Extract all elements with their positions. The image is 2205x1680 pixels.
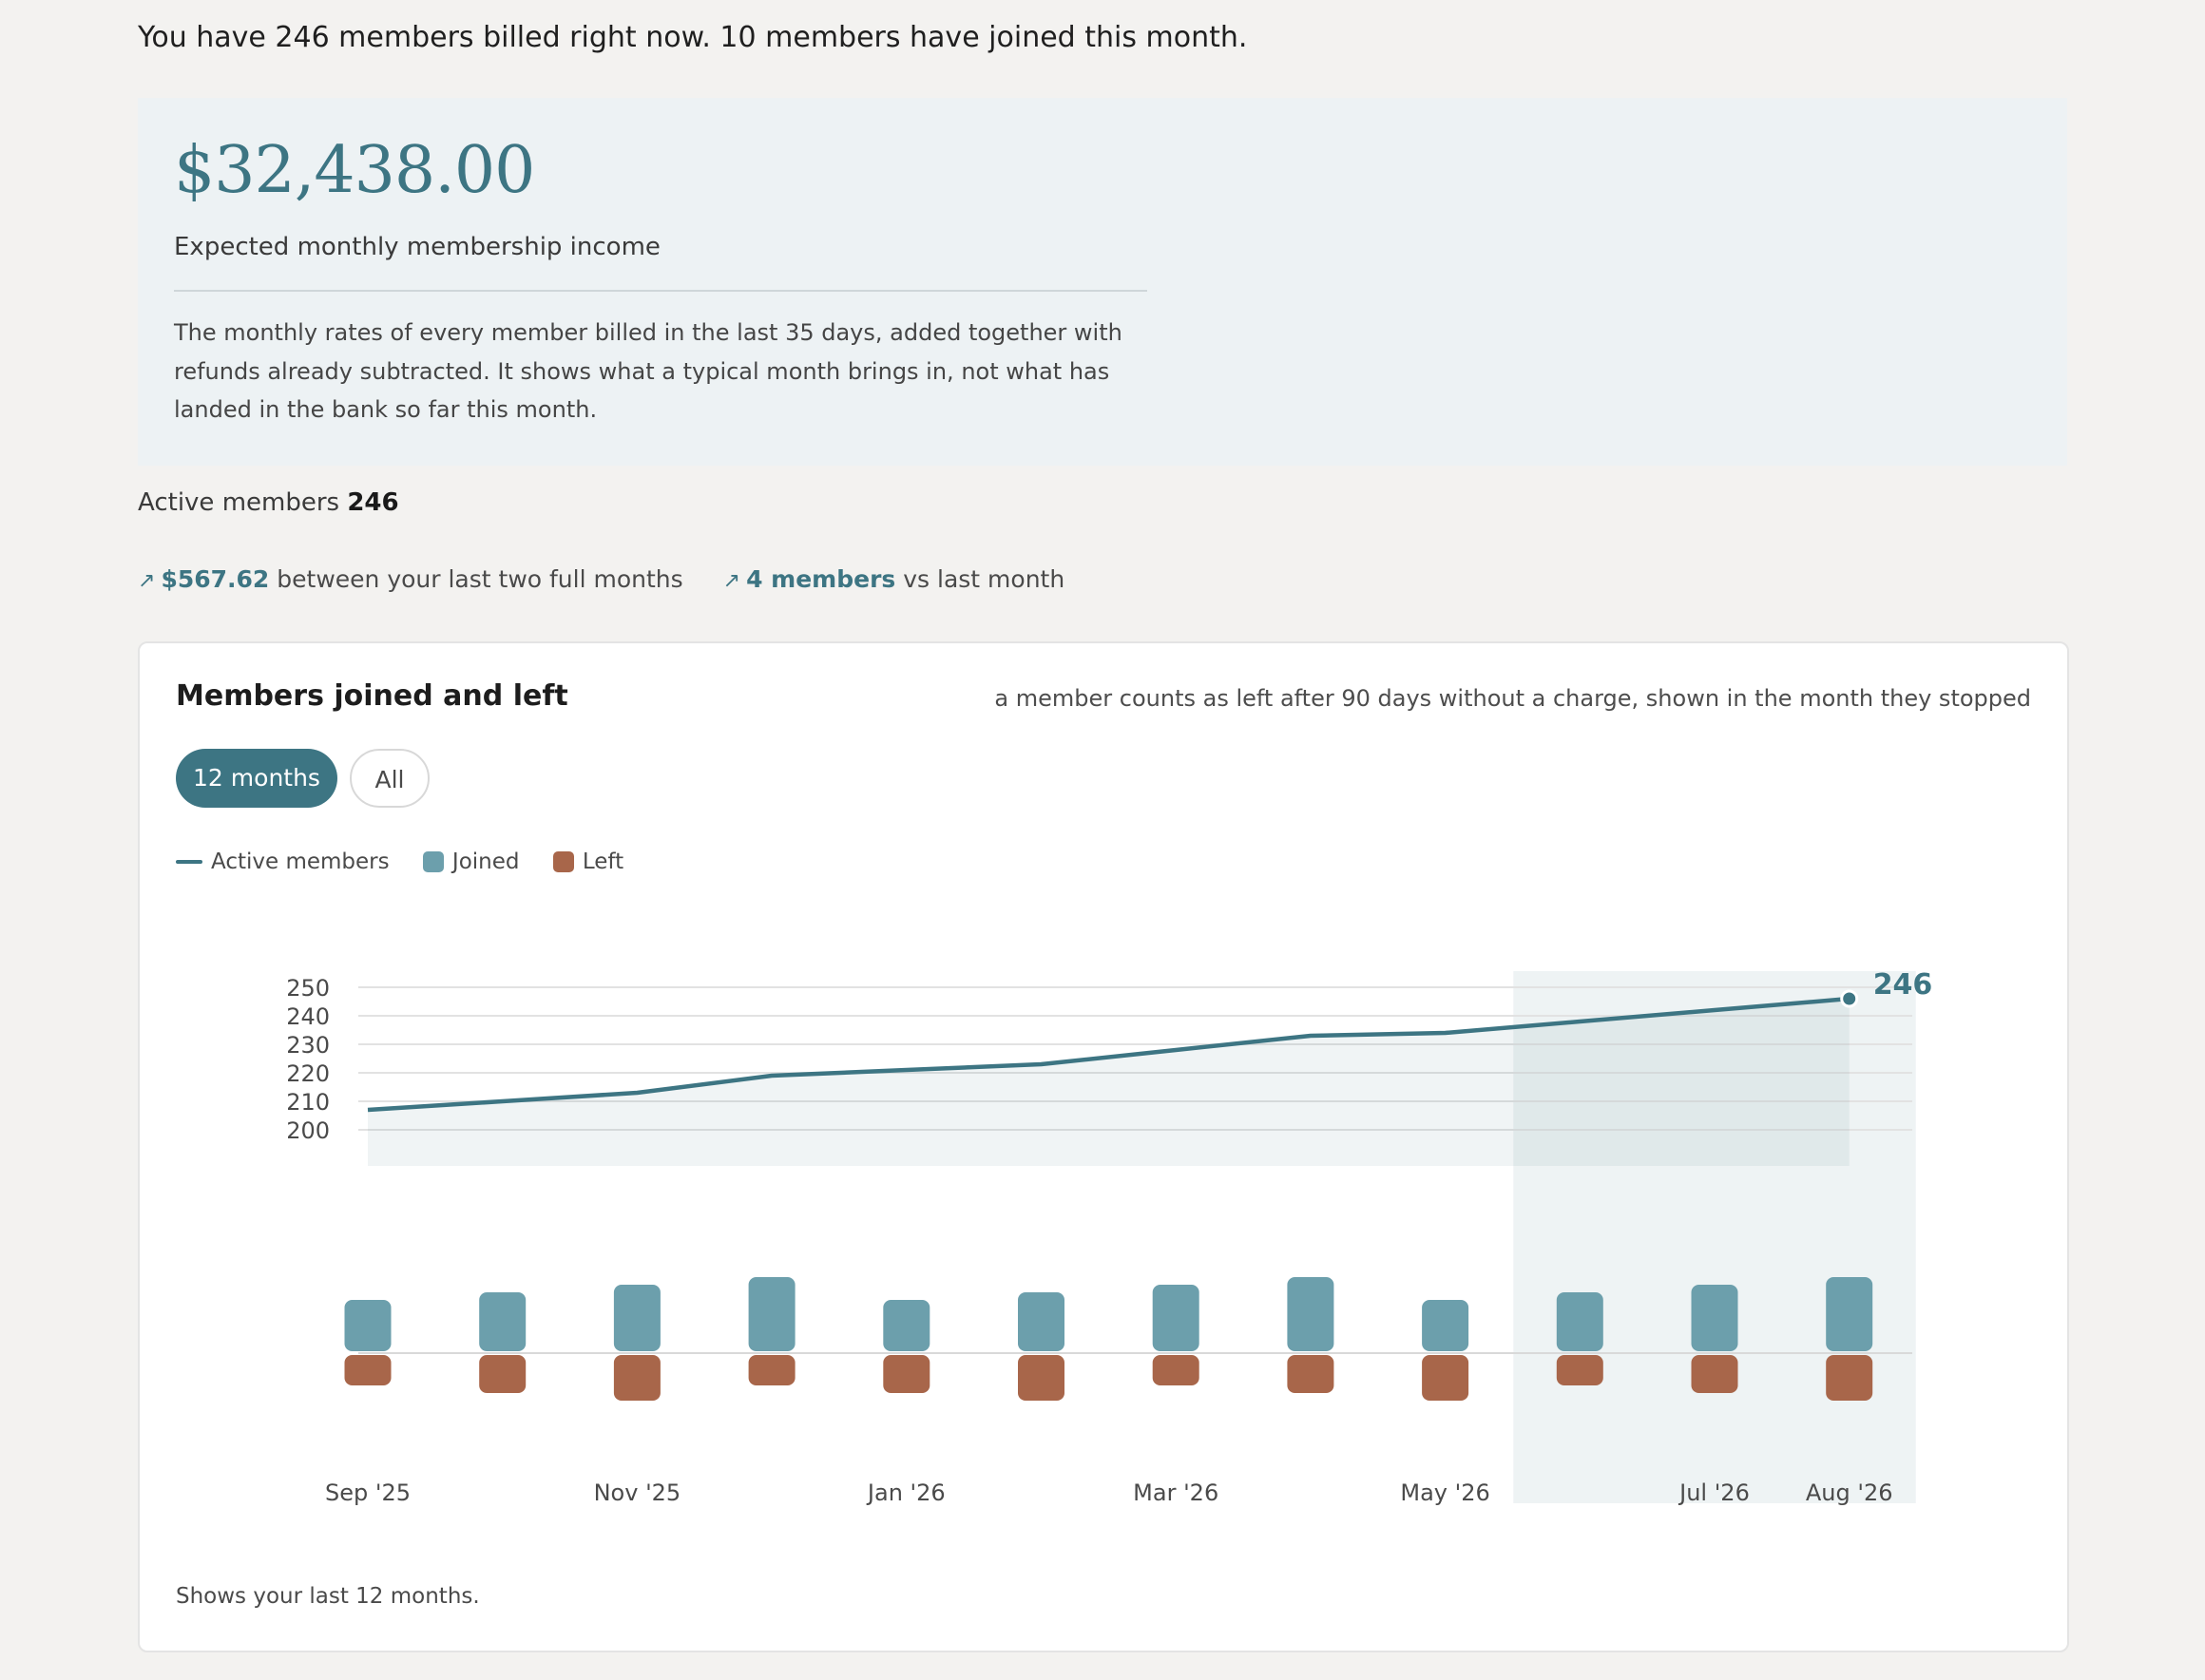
active-members-area bbox=[368, 999, 1850, 1166]
deltas: ↗ $567.62 between your last two full mont… bbox=[138, 565, 1097, 593]
active-members-line bbox=[367, 996, 1850, 1113]
legend-active-members: Active members bbox=[176, 850, 390, 874]
arrow-up-right-icon: ↗ bbox=[722, 569, 741, 593]
delta-members: ↗ 4 members vs last month bbox=[723, 565, 1065, 593]
left-bar bbox=[344, 1355, 392, 1385]
y-tick-label: 240 bbox=[286, 1003, 330, 1030]
card-title: Members joined and left bbox=[176, 679, 568, 713]
left-bar bbox=[1018, 1355, 1064, 1401]
end-value-label: 246 bbox=[1873, 968, 1933, 1002]
left-bar bbox=[1422, 1355, 1469, 1401]
active-members: Active members 246 bbox=[138, 488, 399, 517]
y-tick-label: 230 bbox=[286, 1032, 330, 1059]
chart-legend: Active members Joined Left bbox=[176, 849, 650, 874]
joined-bar bbox=[1018, 1292, 1064, 1351]
delta-members-text: vs last month bbox=[903, 565, 1065, 593]
left-bar bbox=[613, 1355, 661, 1401]
delta-revenue-value: $567.62 bbox=[161, 565, 270, 593]
joined-bar bbox=[1691, 1285, 1738, 1351]
legend-joined: Joined bbox=[422, 849, 520, 874]
card-note: a member counts as left after 90 days wi… bbox=[994, 685, 2031, 712]
legend-left-label: Left bbox=[582, 849, 624, 874]
income-amount: $32,438.00 bbox=[174, 133, 535, 208]
income-label: Expected monthly membership income bbox=[174, 233, 661, 261]
x-tick-label: Mar '26 bbox=[1133, 1480, 1218, 1506]
income-panel bbox=[138, 98, 2067, 466]
members-summary: You have 246 members billed right now. 1… bbox=[138, 21, 1248, 54]
y-tick-label: 220 bbox=[286, 1060, 330, 1087]
x-tick-label: Nov '25 bbox=[594, 1480, 681, 1506]
members-chart: 200 210 220 230 240 250 246 Sep '25 Nov '25 Jan '… bbox=[140, 919, 2067, 1537]
joined-swatch-icon bbox=[422, 851, 444, 872]
income-divider bbox=[174, 290, 1147, 292]
joined-bar bbox=[748, 1277, 796, 1351]
left-bar bbox=[1556, 1355, 1603, 1385]
x-tick-label: Aug '26 bbox=[1806, 1480, 1893, 1506]
left-bar bbox=[748, 1355, 796, 1385]
active-members-end-point bbox=[1840, 989, 1859, 1008]
active-members-value: 246 bbox=[347, 488, 399, 517]
active-members-label: Active members bbox=[138, 488, 340, 517]
delta-revenue: ↗ $567.62 between your last two full mont… bbox=[138, 565, 683, 593]
joined-bar bbox=[883, 1300, 930, 1351]
legend-active-members-label: Active members bbox=[211, 849, 390, 874]
joined-bar bbox=[1556, 1292, 1603, 1351]
joined-bar bbox=[1287, 1277, 1334, 1351]
legend-left: Left bbox=[552, 849, 624, 874]
x-tick-label: Jan '26 bbox=[866, 1480, 946, 1506]
arrow-up-right-icon: ↗ bbox=[138, 569, 156, 593]
joined-bar bbox=[479, 1292, 527, 1351]
y-tick-label: 250 bbox=[286, 975, 330, 1002]
chart-footnote: Shows your last 12 months. bbox=[176, 1584, 480, 1609]
range-all-button[interactable]: All bbox=[350, 749, 430, 808]
left-bar bbox=[1152, 1355, 1199, 1385]
joined-bar bbox=[1826, 1277, 1873, 1351]
left-bar bbox=[1691, 1355, 1738, 1393]
y-tick-label: 200 bbox=[286, 1117, 330, 1144]
legend-joined-label: Joined bbox=[451, 849, 520, 874]
joined-bar bbox=[1422, 1300, 1469, 1351]
left-bar bbox=[479, 1355, 527, 1393]
line-swatch-icon bbox=[176, 860, 202, 864]
joined-bar bbox=[344, 1300, 392, 1351]
left-bar bbox=[1826, 1355, 1873, 1401]
x-tick-label: May '26 bbox=[1400, 1480, 1489, 1506]
delta-revenue-text: between your last two full months bbox=[277, 565, 683, 593]
members-chart-card: Members joined and left a member counts … bbox=[138, 641, 2069, 1652]
left-swatch-icon bbox=[552, 851, 574, 872]
left-bar bbox=[1287, 1355, 1334, 1393]
x-tick-label: Jul '26 bbox=[1678, 1480, 1750, 1506]
joined-bar bbox=[1152, 1285, 1199, 1351]
x-tick-label: Sep '25 bbox=[325, 1480, 411, 1506]
left-bar bbox=[883, 1355, 930, 1393]
delta-members-value: 4 members bbox=[746, 565, 896, 593]
y-tick-label: 210 bbox=[286, 1089, 330, 1116]
income-explanation: The monthly rates of every member billed… bbox=[174, 319, 1122, 423]
range-12-months-button[interactable]: 12 months bbox=[176, 749, 337, 808]
joined-bar bbox=[613, 1285, 661, 1351]
highlight-band bbox=[1513, 971, 1916, 1503]
